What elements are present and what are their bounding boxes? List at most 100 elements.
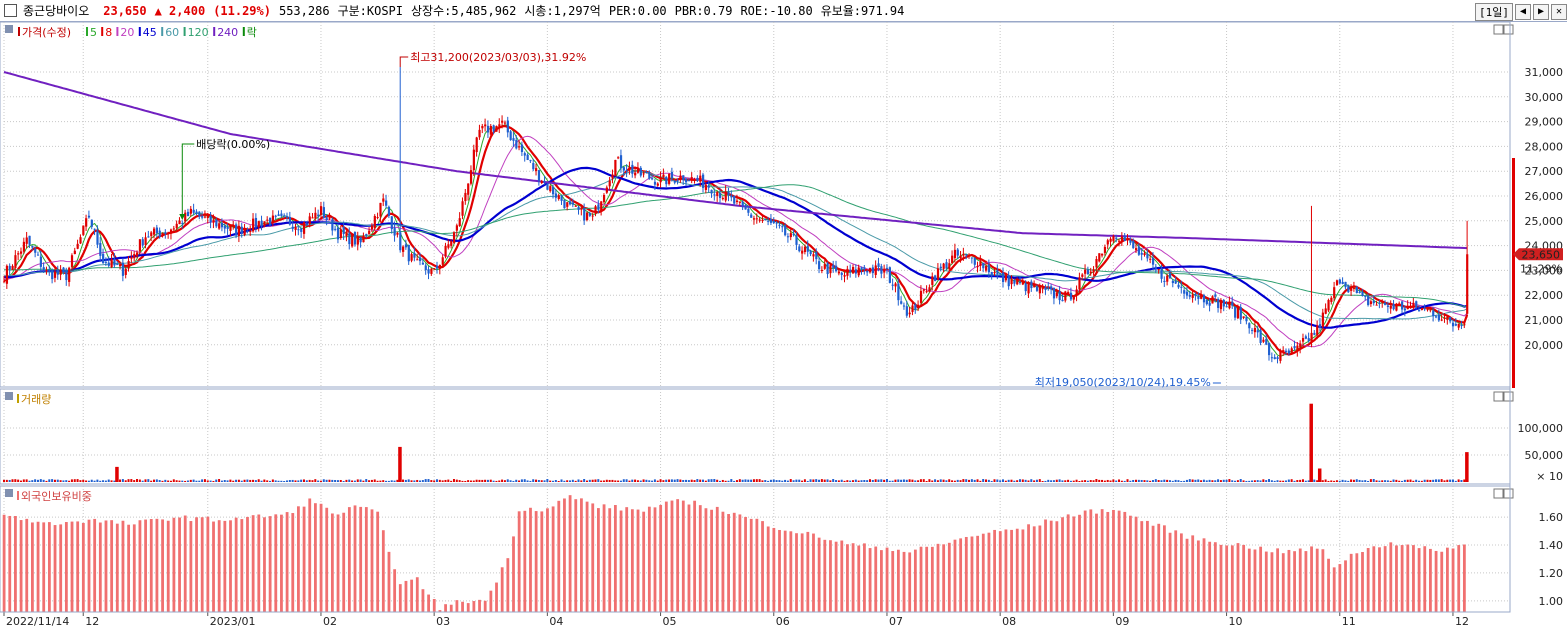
select-checkbox[interactable]: [4, 4, 17, 17]
volume-bar: [489, 479, 492, 482]
candle-body: [973, 258, 976, 265]
candle-body: [1398, 303, 1401, 305]
foreign-bar: [551, 506, 555, 612]
prev-arrow-icon[interactable]: ◀: [1515, 4, 1531, 20]
volume-bar: [535, 479, 538, 482]
candle-body: [704, 184, 708, 190]
panel-1-maximize-icon[interactable]: [1503, 391, 1514, 402]
volume-bar: [914, 480, 917, 482]
volume-bar: [65, 480, 68, 482]
foreign-bar: [591, 503, 595, 612]
panel-0-minimize-icon[interactable]: [1493, 24, 1504, 35]
legend-label-0: 가격(수정): [22, 26, 71, 39]
time-tick-label: 02: [323, 615, 337, 628]
volume-bar: [1225, 479, 1228, 482]
volume-bar: [226, 480, 229, 482]
candle-body: [127, 260, 130, 269]
foreign-bar: [896, 549, 900, 612]
panel-2-minimize-icon[interactable]: [1493, 488, 1504, 499]
candle-body: [820, 269, 824, 272]
panel-1-minimize-icon[interactable]: [1493, 391, 1504, 402]
volume-bar: [1338, 480, 1341, 482]
volume-bar: [611, 479, 614, 482]
volume-bar: [566, 480, 569, 482]
close-icon[interactable]: ✕: [1551, 4, 1567, 20]
volume-bar: [56, 479, 59, 482]
panel-0-maximize-icon[interactable]: [1503, 24, 1514, 35]
ma20-line: [3, 135, 1468, 348]
volume-bar: [699, 479, 702, 482]
legend-label-7: 240: [217, 26, 238, 39]
volume-bar: [1457, 479, 1460, 482]
next-arrow-icon[interactable]: ▶: [1533, 4, 1549, 20]
foreign-bar: [919, 546, 923, 612]
foreign-bar: [976, 535, 980, 612]
candle-body: [246, 231, 249, 233]
candle-body: [1454, 324, 1457, 326]
per-value: PER:0.00: [608, 3, 667, 18]
candle-body: [1330, 297, 1333, 302]
foreign-bar: [172, 517, 176, 612]
volume-bar: [778, 480, 781, 482]
volume-bar: [1369, 479, 1372, 482]
candle-body: [192, 209, 195, 213]
candle-body: [260, 220, 263, 227]
candle-body: [560, 196, 563, 201]
candle-body: [911, 305, 914, 312]
volume-bar: [919, 479, 922, 482]
volume-menu-icon: [5, 392, 13, 400]
candle-body: [953, 249, 957, 259]
panel-2-maximize-icon[interactable]: [1503, 488, 1514, 499]
volume-bar: [979, 480, 982, 482]
volume-bar: [252, 479, 255, 482]
volume-bar: [651, 480, 654, 482]
volume-bar: [702, 479, 705, 482]
volume-bar: [1160, 480, 1163, 482]
candle-body: [464, 192, 467, 202]
stock-name: 종근당바이오: [23, 4, 90, 18]
foreign-bar: [387, 551, 391, 612]
foreign-bar: [200, 517, 204, 612]
volume-bar: [970, 479, 973, 482]
candle-body: [53, 271, 57, 278]
volume-bar: [928, 479, 931, 482]
candle-body: [492, 125, 495, 132]
candle-body: [543, 181, 546, 183]
candle-body: [269, 217, 272, 226]
period-selector[interactable]: [1일]: [1475, 3, 1513, 21]
volume-bar: [999, 480, 1002, 482]
volume-bar: [812, 479, 815, 482]
volume-bar: [990, 480, 993, 482]
candle-body: [39, 256, 42, 267]
candle-body: [1174, 281, 1177, 284]
foreign-bar: [1389, 542, 1393, 612]
candle-body: [62, 267, 65, 272]
foreign-bar: [998, 531, 1002, 612]
volume-bar: [1007, 479, 1010, 482]
candle-body: [198, 211, 201, 217]
candle-body: [1072, 295, 1075, 300]
volume-bar: [659, 479, 662, 482]
volume-bar: [1316, 480, 1319, 482]
candle-body: [1372, 300, 1375, 304]
volume-bar: [472, 480, 475, 482]
volume-bar: [934, 479, 937, 482]
candle-body: [82, 225, 85, 235]
volume-bar: [803, 479, 806, 482]
candle-body: [1129, 239, 1132, 243]
time-tick-label: 10: [1229, 615, 1243, 628]
candle-body: [484, 124, 487, 127]
volume-bar: [733, 480, 736, 482]
volume-bar: [1273, 480, 1276, 482]
foreign-bar: [1281, 553, 1285, 612]
candle-body: [605, 187, 608, 193]
time-tick-label: 04: [549, 615, 563, 628]
foreign-bar: [823, 539, 827, 612]
volume-bar: [404, 479, 407, 482]
foreign-bar: [1044, 519, 1047, 612]
volume-bar: [806, 480, 809, 482]
foreign-bar: [1106, 511, 1110, 612]
candle-body: [721, 198, 725, 200]
candle-body: [1018, 282, 1022, 284]
